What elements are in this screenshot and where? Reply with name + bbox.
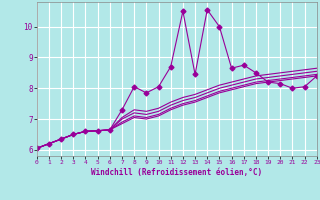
X-axis label: Windchill (Refroidissement éolien,°C): Windchill (Refroidissement éolien,°C) xyxy=(91,168,262,177)
